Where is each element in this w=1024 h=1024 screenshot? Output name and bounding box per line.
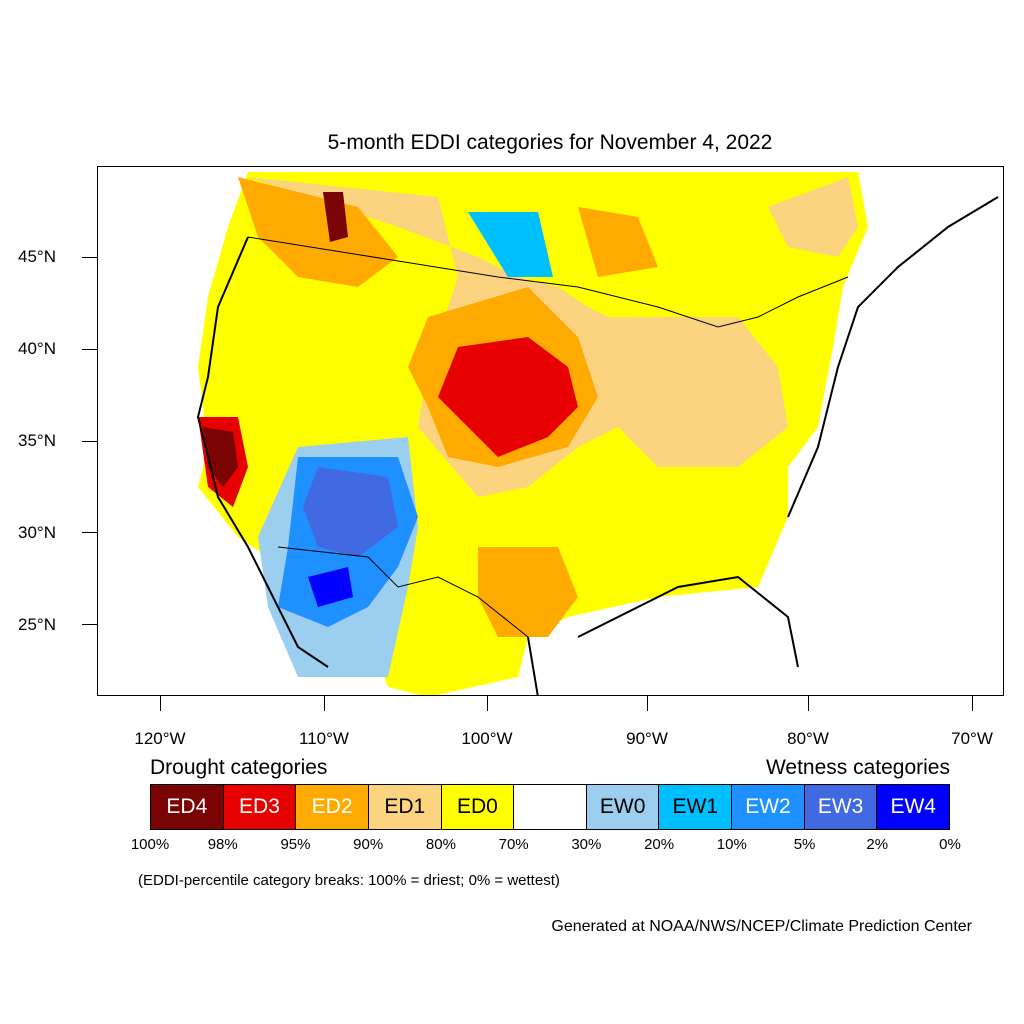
percent-break-label: 2% bbox=[866, 836, 889, 853]
lat-tick bbox=[82, 441, 97, 442]
drought-heading: Drought categories bbox=[150, 756, 328, 779]
percent-break-label: 95% bbox=[280, 836, 311, 853]
lat-label-30: 30°N bbox=[18, 523, 56, 542]
legend-cell-ed0: ED0 bbox=[441, 785, 515, 829]
legend-cell-ed1: ED1 bbox=[368, 785, 442, 829]
coastline bbox=[196, 196, 999, 695]
ew1-region-lakes bbox=[468, 212, 553, 277]
percent-break-label: 20% bbox=[644, 836, 675, 853]
lat-label-35: 35°N bbox=[18, 431, 56, 450]
lat-label-45: 45°N bbox=[18, 247, 56, 266]
lat-tick bbox=[82, 349, 97, 350]
legend-cell-ew4: EW4 bbox=[877, 785, 950, 829]
legend-cell-ew0: EW0 bbox=[586, 785, 660, 829]
ed1-region-east bbox=[598, 317, 788, 467]
lon-label-110: 110°W bbox=[299, 729, 349, 748]
legend-cell-ed3: ED3 bbox=[223, 785, 297, 829]
lat-tick bbox=[82, 257, 97, 258]
lat-label-25: 25°N bbox=[18, 615, 56, 634]
ed2-region-north bbox=[238, 177, 398, 287]
percent-break-label: 80% bbox=[425, 836, 456, 853]
legend-cell-ed2: ED2 bbox=[296, 785, 369, 829]
legend-cell-ed4: ED4 bbox=[151, 785, 224, 829]
percent-break-label: 5% bbox=[793, 836, 816, 853]
lon-tick bbox=[808, 696, 809, 711]
percent-break-label: 98% bbox=[207, 836, 238, 853]
category-legend: ED4 ED3 ED2 ED1 ED0 EW0 EW1 EW2 EW3 EW4 bbox=[150, 784, 950, 830]
credit-line: Generated at NOAA/NWS/NCEP/Climate Predi… bbox=[551, 918, 972, 935]
lon-tick bbox=[324, 696, 325, 711]
ed1-region-ne bbox=[768, 177, 858, 257]
category-note: (EDDI-percentile category breaks: 100% =… bbox=[138, 872, 560, 889]
lon-tick bbox=[647, 696, 648, 711]
percent-break-label: 70% bbox=[498, 836, 529, 853]
percent-break-label: 30% bbox=[571, 836, 602, 853]
lon-label-120: 120°W bbox=[134, 729, 186, 748]
lon-label-70: 70°W bbox=[951, 729, 993, 748]
ed3-region-plains bbox=[438, 337, 578, 457]
percent-break-label: 100% bbox=[130, 836, 170, 853]
map-panel bbox=[97, 166, 1004, 696]
lon-tick bbox=[160, 696, 161, 711]
wetness-heading: Wetness categories bbox=[765, 756, 950, 779]
lon-label-100: 100°W bbox=[461, 729, 513, 748]
ew4-region bbox=[308, 567, 353, 607]
ed2-region-east bbox=[578, 207, 658, 277]
national-border bbox=[247, 236, 849, 638]
legend-cell-ew1: EW1 bbox=[659, 785, 733, 829]
lat-tick bbox=[82, 532, 97, 533]
eddi-map bbox=[196, 172, 999, 695]
ed4-region-nw bbox=[323, 192, 348, 242]
legend-cell-ew2: EW2 bbox=[732, 785, 805, 829]
lon-label-90: 90°W bbox=[626, 729, 668, 748]
lon-tick bbox=[487, 696, 488, 711]
lat-tick bbox=[82, 624, 97, 625]
ew3-region bbox=[303, 467, 398, 557]
percent-break-label: 10% bbox=[716, 836, 747, 853]
legend-cell-ew3: EW3 bbox=[804, 785, 878, 829]
percent-break-label: 90% bbox=[353, 836, 384, 853]
legend-cell-normal bbox=[514, 785, 587, 829]
percent-break-label: 0% bbox=[939, 836, 961, 853]
lon-label-80: 80°W bbox=[787, 729, 829, 748]
lon-tick bbox=[972, 696, 973, 711]
lat-label-40: 40°N bbox=[18, 339, 56, 358]
ed2-region-texas bbox=[478, 547, 578, 637]
map-title: 5-month EDDI categories for November 4, … bbox=[327, 131, 773, 154]
